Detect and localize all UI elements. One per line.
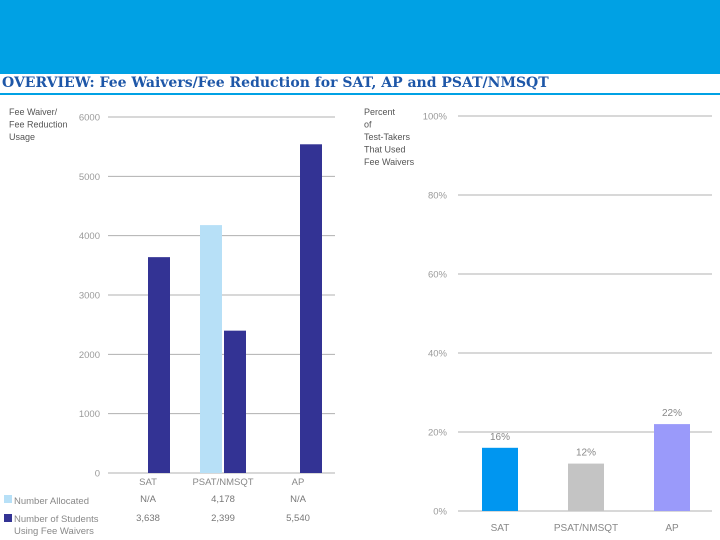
left-ytick-label: 1000 <box>79 409 100 420</box>
left-category-label: AP <box>292 477 305 488</box>
right-ytick-label: 80% <box>428 191 448 202</box>
right-ylabel-line: That Used <box>364 145 406 155</box>
left-ytick-label: 0 <box>95 469 100 480</box>
left-ytick-label: 4000 <box>79 231 100 242</box>
left-ytick-label: 5000 <box>79 172 100 183</box>
bar-percent-psatnmsqt <box>568 463 604 511</box>
left-ylabel-line: Usage <box>9 132 35 142</box>
left-category-label: SAT <box>139 477 157 488</box>
bar-used-psatnmsqt <box>224 330 246 473</box>
left-category-label: PSAT/NMSQT <box>192 477 253 488</box>
left-ytick-label: 2000 <box>79 350 100 361</box>
data-label-percent: 22% <box>662 408 682 419</box>
legend-label-used: Using Fee Waivers <box>14 526 94 537</box>
right-ytick-label: 20% <box>428 428 448 439</box>
top-banner <box>0 0 720 74</box>
right-ytick-label: 0% <box>433 507 447 518</box>
right-ylabel-line: Percent <box>364 107 396 117</box>
right-category-label: PSAT/NMSQT <box>554 523 618 534</box>
legend-swatch-allocated <box>4 495 12 503</box>
right-ytick-label: 100% <box>423 112 448 123</box>
slide-title: OVERVIEW: Fee Waivers/Fee Reduction for … <box>2 75 549 91</box>
table-cell-used: 5,540 <box>286 513 310 524</box>
table-cell-allocated: N/A <box>140 494 157 505</box>
table-cell-allocated: 4,178 <box>211 494 235 505</box>
left-ytick-label: 3000 <box>79 291 100 302</box>
right-ytick-label: 40% <box>428 349 448 360</box>
right-ylabel-line: Test-Takers <box>364 132 411 142</box>
table-cell-allocated: N/A <box>290 494 307 505</box>
table-cell-used: 2,399 <box>211 513 235 524</box>
right-category-label: AP <box>665 523 679 534</box>
legend-label-used: Number of Students <box>14 514 99 525</box>
right-ylabel-line: Fee Waivers <box>364 157 415 167</box>
bar-percent-sat <box>482 447 518 511</box>
bar-percent-ap <box>654 424 690 511</box>
bar-used-sat <box>148 257 170 473</box>
left-ylabel-line: Fee Reduction <box>9 120 68 130</box>
bar-allocated-psatnmsqt <box>200 225 222 473</box>
legend-label-allocated: Number Allocated <box>14 496 89 507</box>
data-label-percent: 12% <box>576 448 596 459</box>
left-ytick-label: 6000 <box>79 113 100 124</box>
data-label-percent: 16% <box>490 432 510 443</box>
bar-used-ap <box>300 144 322 473</box>
title-rule <box>0 93 720 95</box>
table-cell-used: 3,638 <box>136 513 160 524</box>
right-category-label: SAT <box>491 523 510 534</box>
right-ytick-label: 60% <box>428 270 448 281</box>
left-ylabel-line: Fee Waiver/ <box>9 107 58 117</box>
legend-swatch-used <box>4 514 12 522</box>
right-ylabel-line: of <box>364 120 372 130</box>
